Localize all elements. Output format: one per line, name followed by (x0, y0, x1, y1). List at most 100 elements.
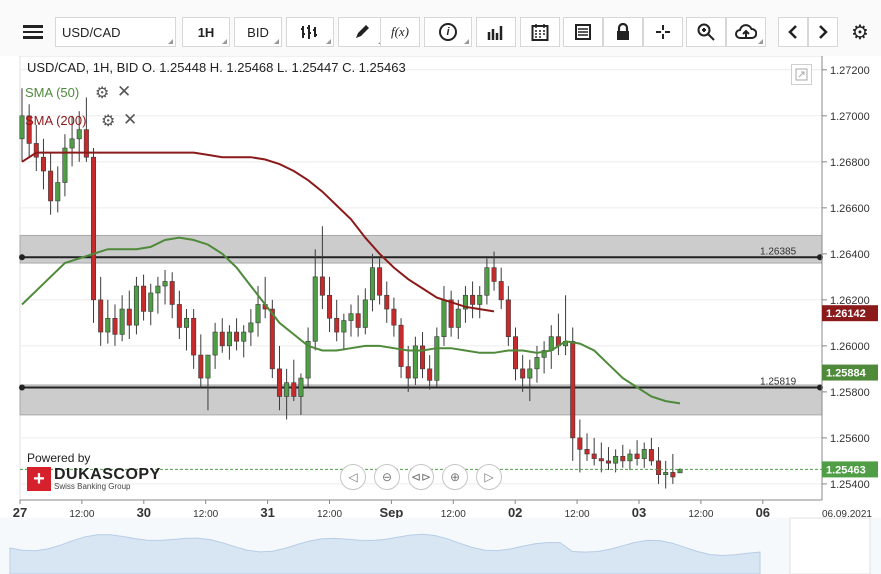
candle-body (234, 331, 240, 342)
candle (362, 288, 368, 335)
price-side-select[interactable]: BID (234, 17, 282, 47)
powered-by-label: Powered by (27, 451, 91, 465)
sma50-remove-close-icon[interactable]: ✕ (117, 82, 132, 101)
candle (577, 419, 583, 473)
candle (162, 269, 168, 305)
scroll-forward-button[interactable]: ▷ (476, 464, 502, 490)
candle (570, 327, 576, 461)
candle-body (48, 170, 54, 202)
candle-body (327, 294, 333, 319)
candle (40, 138, 46, 190)
candle-body (248, 322, 254, 333)
candle (605, 447, 611, 471)
zoom-in-button[interactable]: ⊕ (442, 464, 468, 490)
crosshair-button[interactable] (643, 17, 683, 47)
lock-button[interactable] (603, 17, 643, 47)
chart-area[interactable]: 1.26385 1.25819 1.27200 1.27000 1.26800 1.26… (0, 55, 881, 574)
table-icon (575, 24, 591, 40)
candle-body (369, 267, 375, 301)
candle-body (520, 368, 526, 379)
price-tag-label: 1.26142 (826, 308, 866, 320)
price-tag-label: 1.25463 (826, 464, 866, 476)
candle (284, 368, 290, 420)
export-button[interactable] (726, 17, 766, 47)
candle-body (670, 472, 676, 478)
y-tick-label: 1.27200 (830, 65, 870, 77)
candle (448, 290, 454, 337)
scroll-right-button[interactable] (808, 17, 838, 47)
candle (613, 449, 619, 473)
chart-toolbar: USD/CAD 1H BID f(x) i (0, 0, 881, 56)
x-tick-label: Sep (379, 505, 403, 520)
zoom-in-icon: ⊕ (449, 470, 461, 484)
symbol-select[interactable]: USD/CAD (55, 17, 176, 47)
triangle-right-icon: ▷ (484, 470, 494, 484)
candle-body (656, 460, 662, 475)
candle (420, 332, 426, 379)
x-tick-label: 02 (508, 505, 522, 520)
candle (184, 309, 190, 351)
expand-button[interactable] (791, 64, 812, 85)
candle (148, 283, 154, 326)
info-icon: i (439, 23, 457, 41)
info-button[interactable]: i (424, 17, 472, 47)
candle-body (184, 317, 190, 328)
chevron-right-icon (819, 25, 828, 39)
candle-body (205, 354, 211, 379)
lock-icon (617, 23, 629, 40)
candle (470, 281, 476, 319)
candle (591, 437, 597, 466)
y-tick-label: 1.25600 (830, 433, 870, 445)
candle-body (605, 460, 611, 464)
candle-body (341, 320, 347, 333)
candle-body (427, 368, 433, 381)
candle-body (384, 294, 390, 310)
sma200-settings-gear-icon[interactable]: ⚙ (101, 113, 116, 130)
candle (226, 325, 232, 360)
candle-body (348, 313, 354, 321)
timeframe-select[interactable]: 1H (182, 17, 230, 47)
drawing-tools-button[interactable] (338, 17, 386, 47)
candle-body (570, 340, 576, 439)
candle-body (434, 336, 440, 381)
candle (341, 313, 347, 351)
brand-name: DUKASCOPY (54, 466, 161, 483)
candle-body (255, 304, 261, 324)
candle (355, 295, 361, 337)
zoom-button[interactable] (686, 17, 726, 47)
swiss-cross-icon: + (27, 467, 51, 491)
scroll-left-button[interactable] (778, 17, 808, 47)
candle-body (512, 336, 518, 370)
candle (369, 253, 375, 312)
chart-type-button[interactable] (286, 17, 334, 47)
sma50-legend: SMA (50) (25, 85, 80, 100)
candle (348, 304, 354, 337)
candle-body (169, 281, 175, 305)
candle-body (284, 382, 290, 397)
level-label: 1.25819 (760, 377, 797, 388)
scroll-back-button[interactable]: ◁ (340, 464, 366, 490)
indicators-button[interactable]: f(x) (380, 17, 420, 47)
candle-body (598, 458, 604, 462)
price-chart[interactable]: 1.26385 1.25819 1.27200 1.27000 1.26800 1.26… (0, 55, 881, 574)
table-button[interactable] (563, 17, 603, 47)
gear-icon: ⚙ (851, 21, 869, 44)
zoom-icon (697, 23, 715, 41)
candle-body (498, 281, 504, 301)
candle (663, 460, 669, 489)
candle (141, 274, 147, 321)
candle-body (319, 276, 325, 296)
candle-body (269, 308, 275, 370)
settings-button[interactable]: ⚙ (845, 17, 875, 47)
sma50-settings-gear-icon[interactable]: ⚙ (95, 85, 110, 102)
volume-button[interactable] (476, 17, 516, 47)
reset-view-button[interactable]: ⊲⊳ (408, 464, 434, 490)
menu-button[interactable] (14, 17, 52, 47)
zoom-out-button[interactable]: ⊖ (374, 464, 400, 490)
support-resistance-zones: 1.26385 1.25819 (19, 234, 823, 416)
zoom-out-icon: ⊖ (381, 470, 393, 484)
triangle-left-icon: ◁ (348, 470, 358, 484)
candle (62, 134, 68, 197)
calendar-button[interactable] (520, 17, 560, 47)
sma200-remove-close-icon[interactable]: ✕ (123, 110, 138, 129)
